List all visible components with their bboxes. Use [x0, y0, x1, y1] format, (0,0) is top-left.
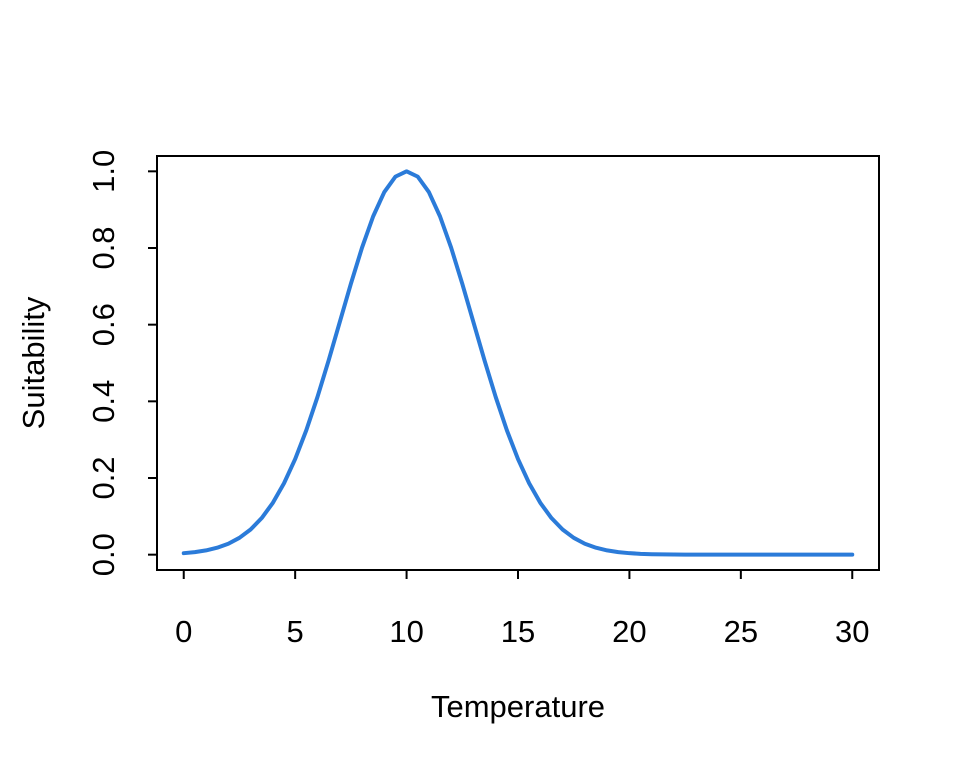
x-tick-label: 10: [389, 614, 423, 649]
suitability-curve: [181, 169, 855, 557]
y-tick-label: 1.0: [86, 150, 121, 193]
x-axis-ticks: 0 5 10 15 20 25 30: [175, 570, 870, 649]
y-axis-title: Suitability: [16, 296, 51, 429]
y-tick-label: 0.4: [86, 380, 121, 423]
x-tick-label: 25: [724, 614, 758, 649]
y-tick-label: 0.8: [86, 226, 121, 269]
y-tick-label: 0.6: [86, 303, 121, 346]
x-axis-title: Temperature: [431, 689, 605, 724]
y-tick-label: 0.2: [86, 456, 121, 499]
y-axis-ticks: 0.0 0.2 0.4 0.6 0.8 1.0: [86, 150, 157, 576]
y-tick-label: 0.0: [86, 533, 121, 576]
x-tick-label: 15: [501, 614, 535, 649]
x-tick-label: 5: [287, 614, 304, 649]
x-tick-label: 0: [175, 614, 192, 649]
x-tick-label: 30: [835, 614, 869, 649]
x-tick-label: 20: [612, 614, 646, 649]
plot-box: [156, 155, 880, 571]
